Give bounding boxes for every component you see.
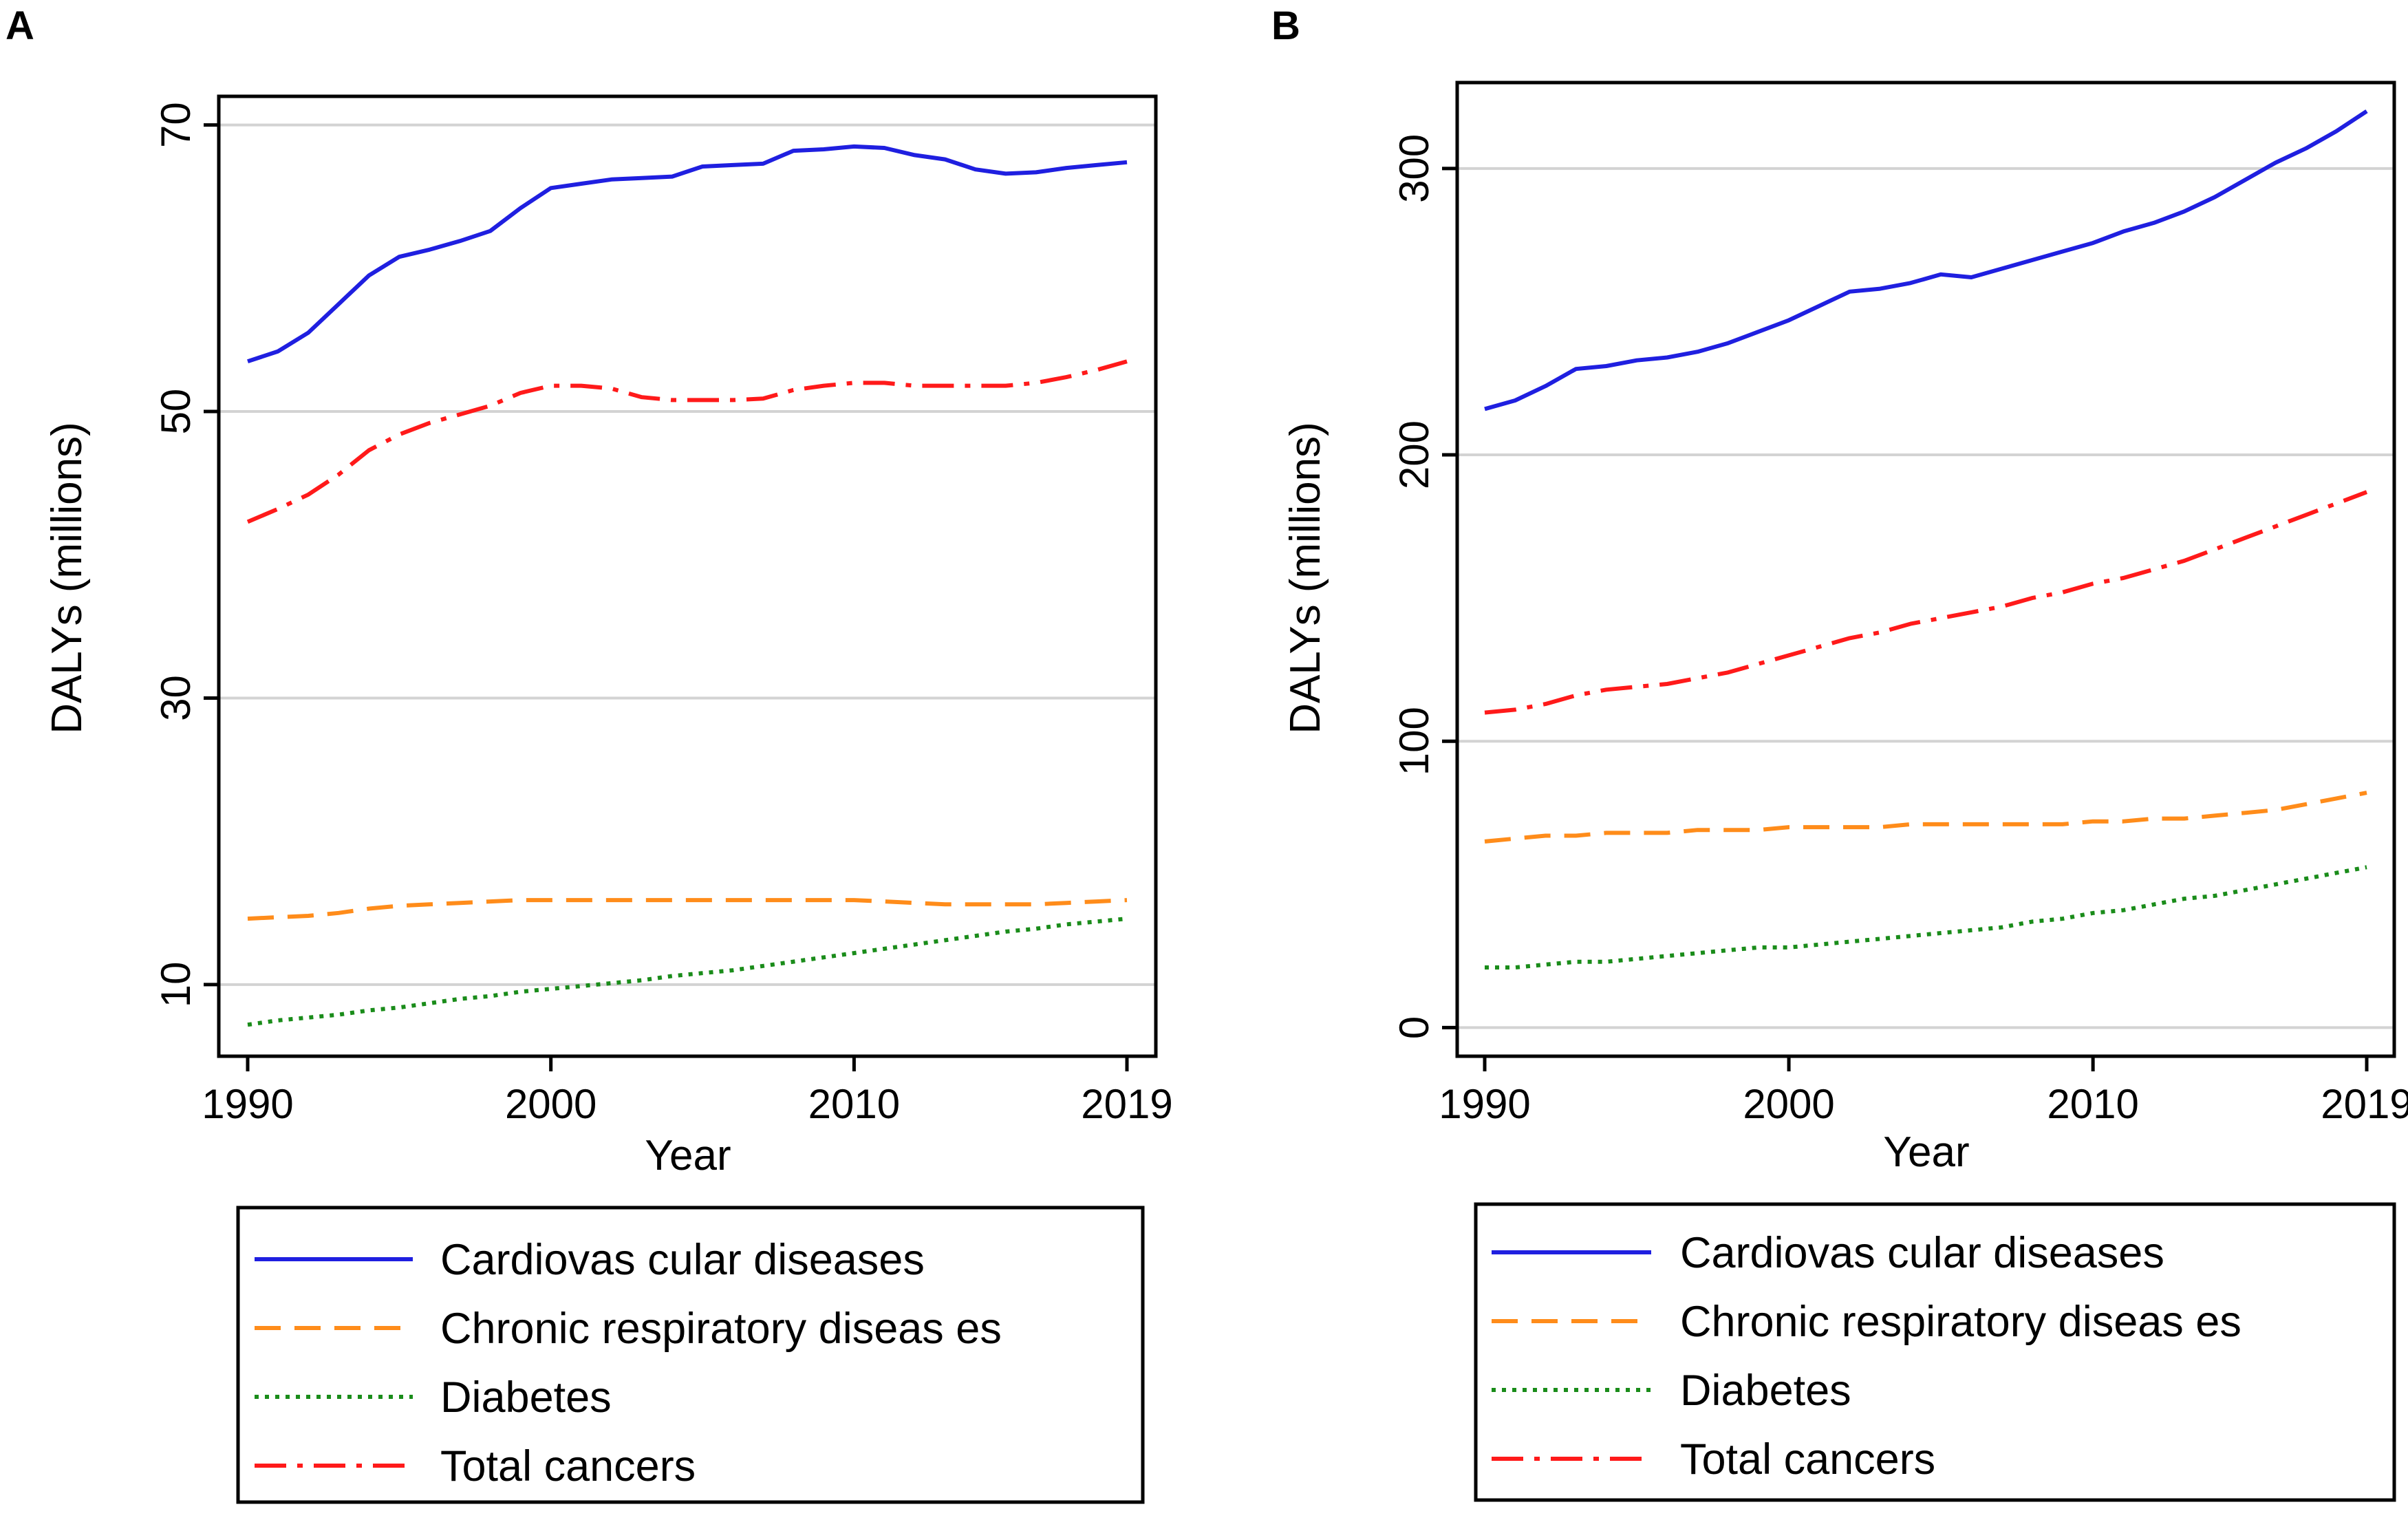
legend-label: Chronic respiratory diseas es <box>440 1305 1002 1353</box>
y-axis-title: DALYs (millions) <box>1282 422 1329 734</box>
series-line-solid <box>247 144 1128 364</box>
legend-label: Chronic respiratory diseas es <box>1680 1298 2242 1346</box>
y-tick-label: 50 <box>153 389 199 435</box>
x-tick-label: 2010 <box>808 1081 900 1127</box>
y-tick-label: 300 <box>1391 134 1437 203</box>
series-line-solid <box>1484 109 2368 411</box>
y-tick-label: 70 <box>153 102 199 148</box>
legend-label: Diabetes <box>1680 1367 1851 1415</box>
x-tick-label: 2019 <box>2321 1081 2408 1127</box>
series-line-dotted <box>247 917 1128 1027</box>
x-tick-label: 1990 <box>202 1081 293 1127</box>
x-tick-label: 2019 <box>1081 1081 1172 1127</box>
y-tick-label: 10 <box>153 962 199 1008</box>
series-line-dashed <box>1484 791 2367 844</box>
legend-label: Total cancers <box>1680 1435 1935 1484</box>
legend-label: Cardiovas cular diseases <box>440 1236 925 1284</box>
x-axis-title: Year <box>645 1132 731 1179</box>
plot-frame <box>217 94 1158 1058</box>
plot-frame <box>1455 81 2396 1058</box>
series-line-dashed <box>247 898 1128 921</box>
y-tick-label: 0 <box>1391 1016 1437 1039</box>
x-tick-label: 2000 <box>505 1081 596 1127</box>
chart-panel-a: 10 30 50 70 1990 2000 2010 2019 DALYs (millions)… <box>43 94 1173 1504</box>
panel-label-b: B <box>1271 3 1300 48</box>
panel-label-a: A <box>6 3 34 48</box>
series-line-dashdot <box>1484 490 2368 715</box>
legend-box <box>236 1206 1145 1504</box>
chart-panel-b: 0 100 200 300 1990 2000 2010 2019 DALYs (million… <box>1282 81 2408 1502</box>
series-line-dashdot <box>246 359 1128 524</box>
x-tick-label: 2000 <box>1743 1081 1834 1127</box>
x-tick-label: 1990 <box>1439 1081 1530 1127</box>
y-tick-label: 200 <box>1391 420 1437 489</box>
y-axis-title: DALYs (millions) <box>43 422 91 734</box>
series-line-dotted <box>1485 865 2367 970</box>
x-axis-title: Year <box>1883 1128 1969 1176</box>
y-tick-label: 30 <box>153 675 199 721</box>
legend-label: Diabetes <box>440 1373 612 1422</box>
legend-label: Total cancers <box>440 1442 696 1490</box>
y-tick-label: 100 <box>1391 707 1437 775</box>
x-tick-label: 2010 <box>2047 1081 2138 1127</box>
legend-label: Cardiovas cular diseases <box>1680 1229 2164 1277</box>
